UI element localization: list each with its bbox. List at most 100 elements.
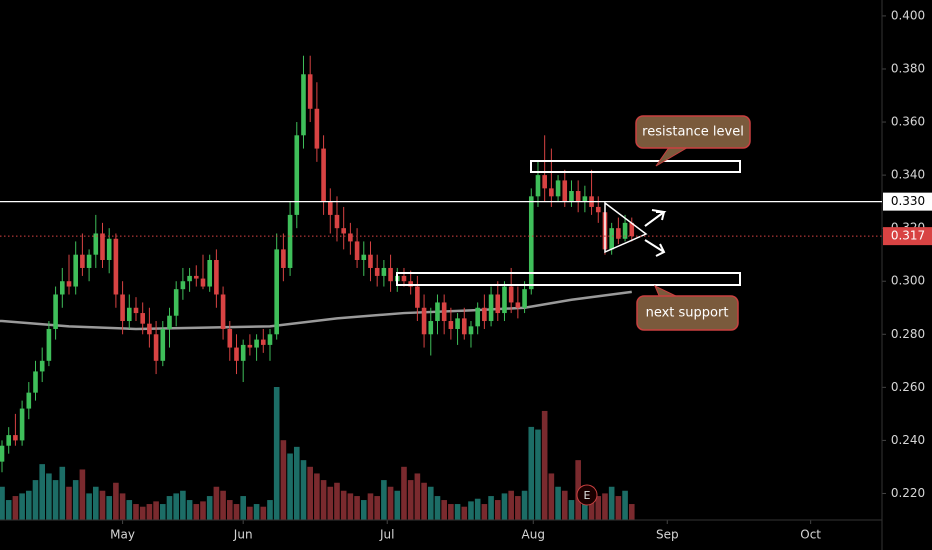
y-tick-label: 0.300 [891,274,925,288]
volume-bar [206,496,213,520]
candle-body [435,302,440,322]
candle-body [200,278,206,287]
volume-bar [501,493,508,520]
volume-bar [608,486,615,520]
volume-bar [367,493,374,520]
volume-bar [186,500,193,520]
volume-bar [293,446,300,520]
candle-body [334,214,340,229]
y-tick-label: 0.220 [891,486,925,500]
volume-bar [602,493,608,520]
candle-body [408,281,413,287]
volume-bar [427,486,434,520]
candle-body [549,188,554,197]
candle-body [455,318,460,329]
candle-body [39,360,45,372]
x-tick-label: Sep [656,528,679,542]
volume-bar [414,473,421,520]
candle-body [622,222,628,239]
candle-body [140,313,145,324]
candle-body [147,323,152,335]
volume-bar [39,464,45,520]
y-tick-label: 0.280 [891,327,925,341]
candle-body [66,281,72,287]
volume-bar [79,469,86,520]
candle-body [488,294,494,322]
candle-body [575,191,581,202]
candle-body [106,238,112,260]
candle-body [582,196,588,202]
candle-body [468,326,474,335]
volume-bar [448,504,454,520]
candle-body [193,275,199,279]
volume-bar [535,429,541,520]
drawings: resistance level next support E [396,115,751,506]
volume-bar [481,504,488,520]
volume-bar [5,500,12,520]
candle-body [294,135,300,215]
volume-bar [320,480,327,520]
arrow-up-shaft [644,211,665,227]
candle-body [0,445,5,462]
triangle [604,201,648,254]
candle-body [616,228,621,239]
volume-bar [287,453,293,520]
volume-bar [113,482,119,520]
volume-bar [340,490,347,520]
y-tick-label: 0.360 [891,115,925,129]
candle-body [133,307,139,314]
candle-body [207,260,212,287]
callout [636,295,739,331]
volume-bar [253,504,260,520]
candle-body [120,294,125,322]
candle-body [428,321,434,335]
candle-body [301,74,306,136]
candle-body [482,307,487,322]
volume-bar [401,466,407,520]
candle-body [569,191,574,202]
volume-bar [454,504,461,520]
candle-body [535,175,541,197]
candle-body [307,74,313,109]
x-tick-label: Jun [233,528,253,542]
volume-bar [233,504,240,520]
candle-body [240,344,246,361]
candle-body [502,286,507,314]
candle-body [361,254,367,260]
level-label-bg [883,192,932,211]
volume-bar [267,500,273,520]
candle-body [274,249,279,335]
candle-body [522,289,527,308]
candle-body [187,275,192,282]
annotation: resistance level [642,125,744,140]
candle-body [629,222,635,237]
candle-body [19,408,25,441]
candle-body [595,206,601,213]
candle-body [260,339,266,345]
candle-body [247,344,253,348]
volume-bar [280,440,287,520]
candle-body [214,260,219,295]
volume-bar [354,496,360,520]
volume-bar [213,486,220,520]
candle-body [73,254,78,287]
candle-body [388,267,393,282]
volume-bar [193,504,200,520]
candle-body [348,233,353,242]
candle-body [153,334,159,361]
candle-body [281,249,286,268]
volume-bar [360,500,367,520]
volume-bar [615,496,622,520]
volume-bar [72,480,79,520]
x-tick-label: Jul [379,528,394,542]
candle-body [461,318,467,335]
volume-bar [106,496,112,520]
volume-bar [528,426,535,520]
candle-body [327,201,333,215]
candle-body [421,307,427,335]
volume-bar [133,504,139,520]
volume-bar [247,506,253,520]
y-tick-label: 0.340 [891,168,925,182]
candle-body [33,371,38,393]
